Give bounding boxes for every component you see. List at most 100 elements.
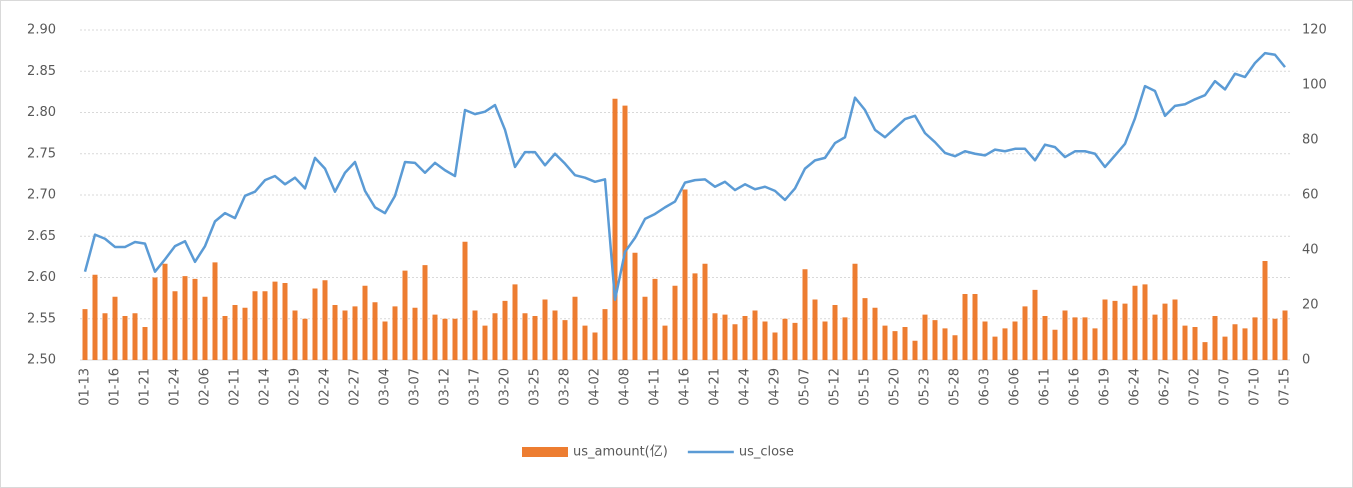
bar [1012,321,1018,360]
y2-tick-label: 60 [1302,188,1319,203]
bar [682,189,688,360]
bar [262,291,268,360]
bar [1122,303,1128,360]
legend-label: us_close [739,445,794,460]
bar [82,309,88,360]
x-tick-label: 02-19 [288,368,303,406]
bar [92,274,98,360]
bar [142,327,148,360]
bar [112,296,118,360]
bar [732,324,738,360]
x-tick-label: 01-21 [138,368,153,406]
bar [552,310,558,360]
x-tick-label: 06-16 [1068,368,1083,406]
bar [982,321,988,360]
bar [392,306,398,360]
bar [282,283,288,360]
x-tick-label: 07-15 [1278,368,1293,406]
x-tick-label: 05-23 [918,368,933,406]
bar [842,317,848,360]
bar [462,241,468,360]
bar [572,296,578,360]
x-tick-label: 03-20 [498,368,513,406]
y2-tick-label: 100 [1302,78,1327,93]
bar [1262,261,1268,360]
bar [832,305,838,360]
bar [352,306,358,360]
bar [1192,327,1198,360]
bar [132,313,138,360]
bar [582,325,588,360]
bar [362,285,368,360]
bar [802,269,808,360]
bar [972,294,978,360]
bar [782,318,788,360]
x-tick-label: 03-12 [438,368,453,406]
bar [902,327,908,360]
bar [422,265,428,360]
bar [452,318,458,360]
x-tick-label: 02-14 [258,368,273,406]
bar [1232,324,1238,360]
bar [652,278,658,360]
x-tick-label: 04-29 [768,368,783,406]
x-tick-label: 05-12 [828,368,843,406]
bar [302,318,308,360]
x-tick-label: 03-07 [408,368,423,406]
bar [882,325,888,360]
bar [1042,316,1048,360]
bar [892,331,898,360]
bar [722,314,728,360]
bar [672,285,678,360]
x-tick-label: 02-24 [318,368,333,406]
bar [372,302,378,360]
bar [1072,317,1078,360]
bar [502,300,508,360]
bar [322,280,328,360]
x-tick-label: 01-24 [168,368,183,406]
x-tick-label: 06-06 [1008,368,1023,406]
bar [172,291,178,360]
bar [662,325,668,360]
bar [482,325,488,360]
x-tick-label: 06-27 [1158,368,1173,406]
bar [852,263,858,360]
bar [512,284,518,360]
bar [1142,284,1148,360]
y-tick-label: 2.50 [27,353,56,368]
bar [152,277,158,360]
x-tick-label: 04-21 [708,368,723,406]
y2-tick-label: 80 [1302,133,1319,148]
bar [242,307,248,360]
bar [342,310,348,360]
bar [382,321,388,360]
bar [252,291,258,360]
legend-label: us_amount(亿) [573,445,668,460]
bar [192,278,198,360]
bar [1112,300,1118,360]
x-tick-label: 02-06 [198,368,213,406]
y-tick-label: 2.55 [27,311,56,326]
x-tick-label: 03-28 [558,368,573,406]
bar [602,309,608,360]
bar [872,307,878,360]
bar [522,313,528,360]
bar [1052,329,1058,360]
bar [992,336,998,360]
y2-tick-label: 0 [1302,353,1310,368]
bar [942,328,948,360]
bar [1162,303,1168,360]
bar [932,320,938,360]
bar [472,310,478,360]
bar [1242,328,1248,360]
y-tick-label: 2.70 [27,188,56,203]
bar [612,98,618,360]
x-tick-label: 06-11 [1038,368,1053,406]
bar [1062,310,1068,360]
x-tick-label: 05-28 [948,368,963,406]
x-tick-label: 06-24 [1128,368,1143,406]
x-tick-label: 03-04 [378,368,393,406]
x-tick-label: 02-11 [228,368,243,406]
bar [692,273,698,360]
